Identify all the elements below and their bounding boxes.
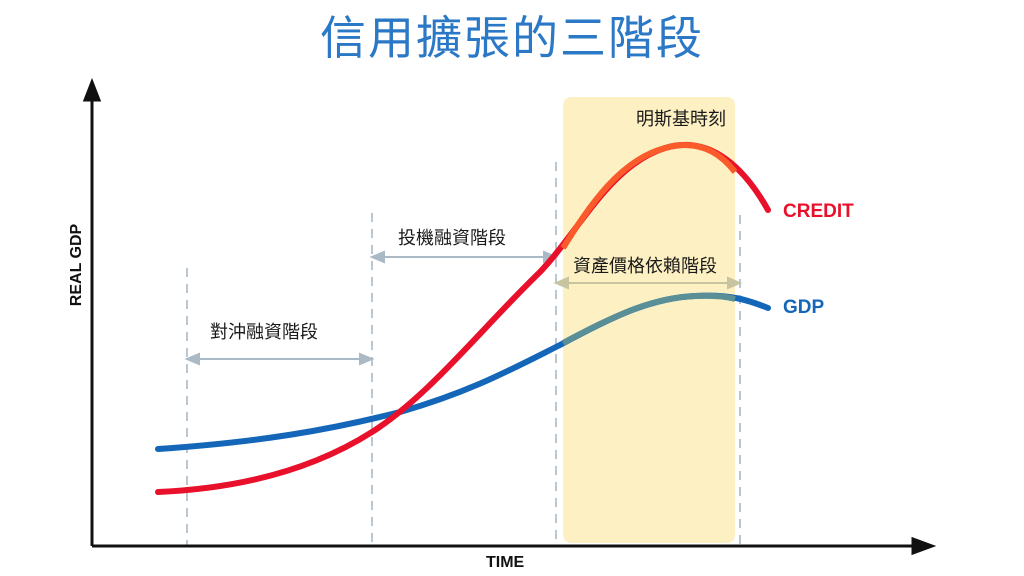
phase-label-ponzi: 資產價格依賴階段 [573,256,717,277]
axes [82,77,937,556]
minsky-moment-label: 明斯基時刻 [636,109,726,130]
y-axis-label: REAL GDP [68,223,85,307]
gdp-series-label: GDP [783,297,825,318]
phase-dividers [186,162,741,546]
phase-label-speculative: 投機融資階段 [398,228,506,249]
credit-curve-highlight-segment [560,142,738,250]
phase-label-hedge: 對沖融資階段 [210,322,318,343]
phase-arrow-highlight [553,276,743,290]
phase-arrows [184,250,559,366]
page-title: 信用擴張的三階段 [320,11,704,65]
credit-series-label: CREDIT [783,201,854,222]
gdp-curve-highlight-segment [561,292,736,346]
minsky-highlight-zone [563,97,735,543]
x-axis-label: TIME [486,554,525,571]
